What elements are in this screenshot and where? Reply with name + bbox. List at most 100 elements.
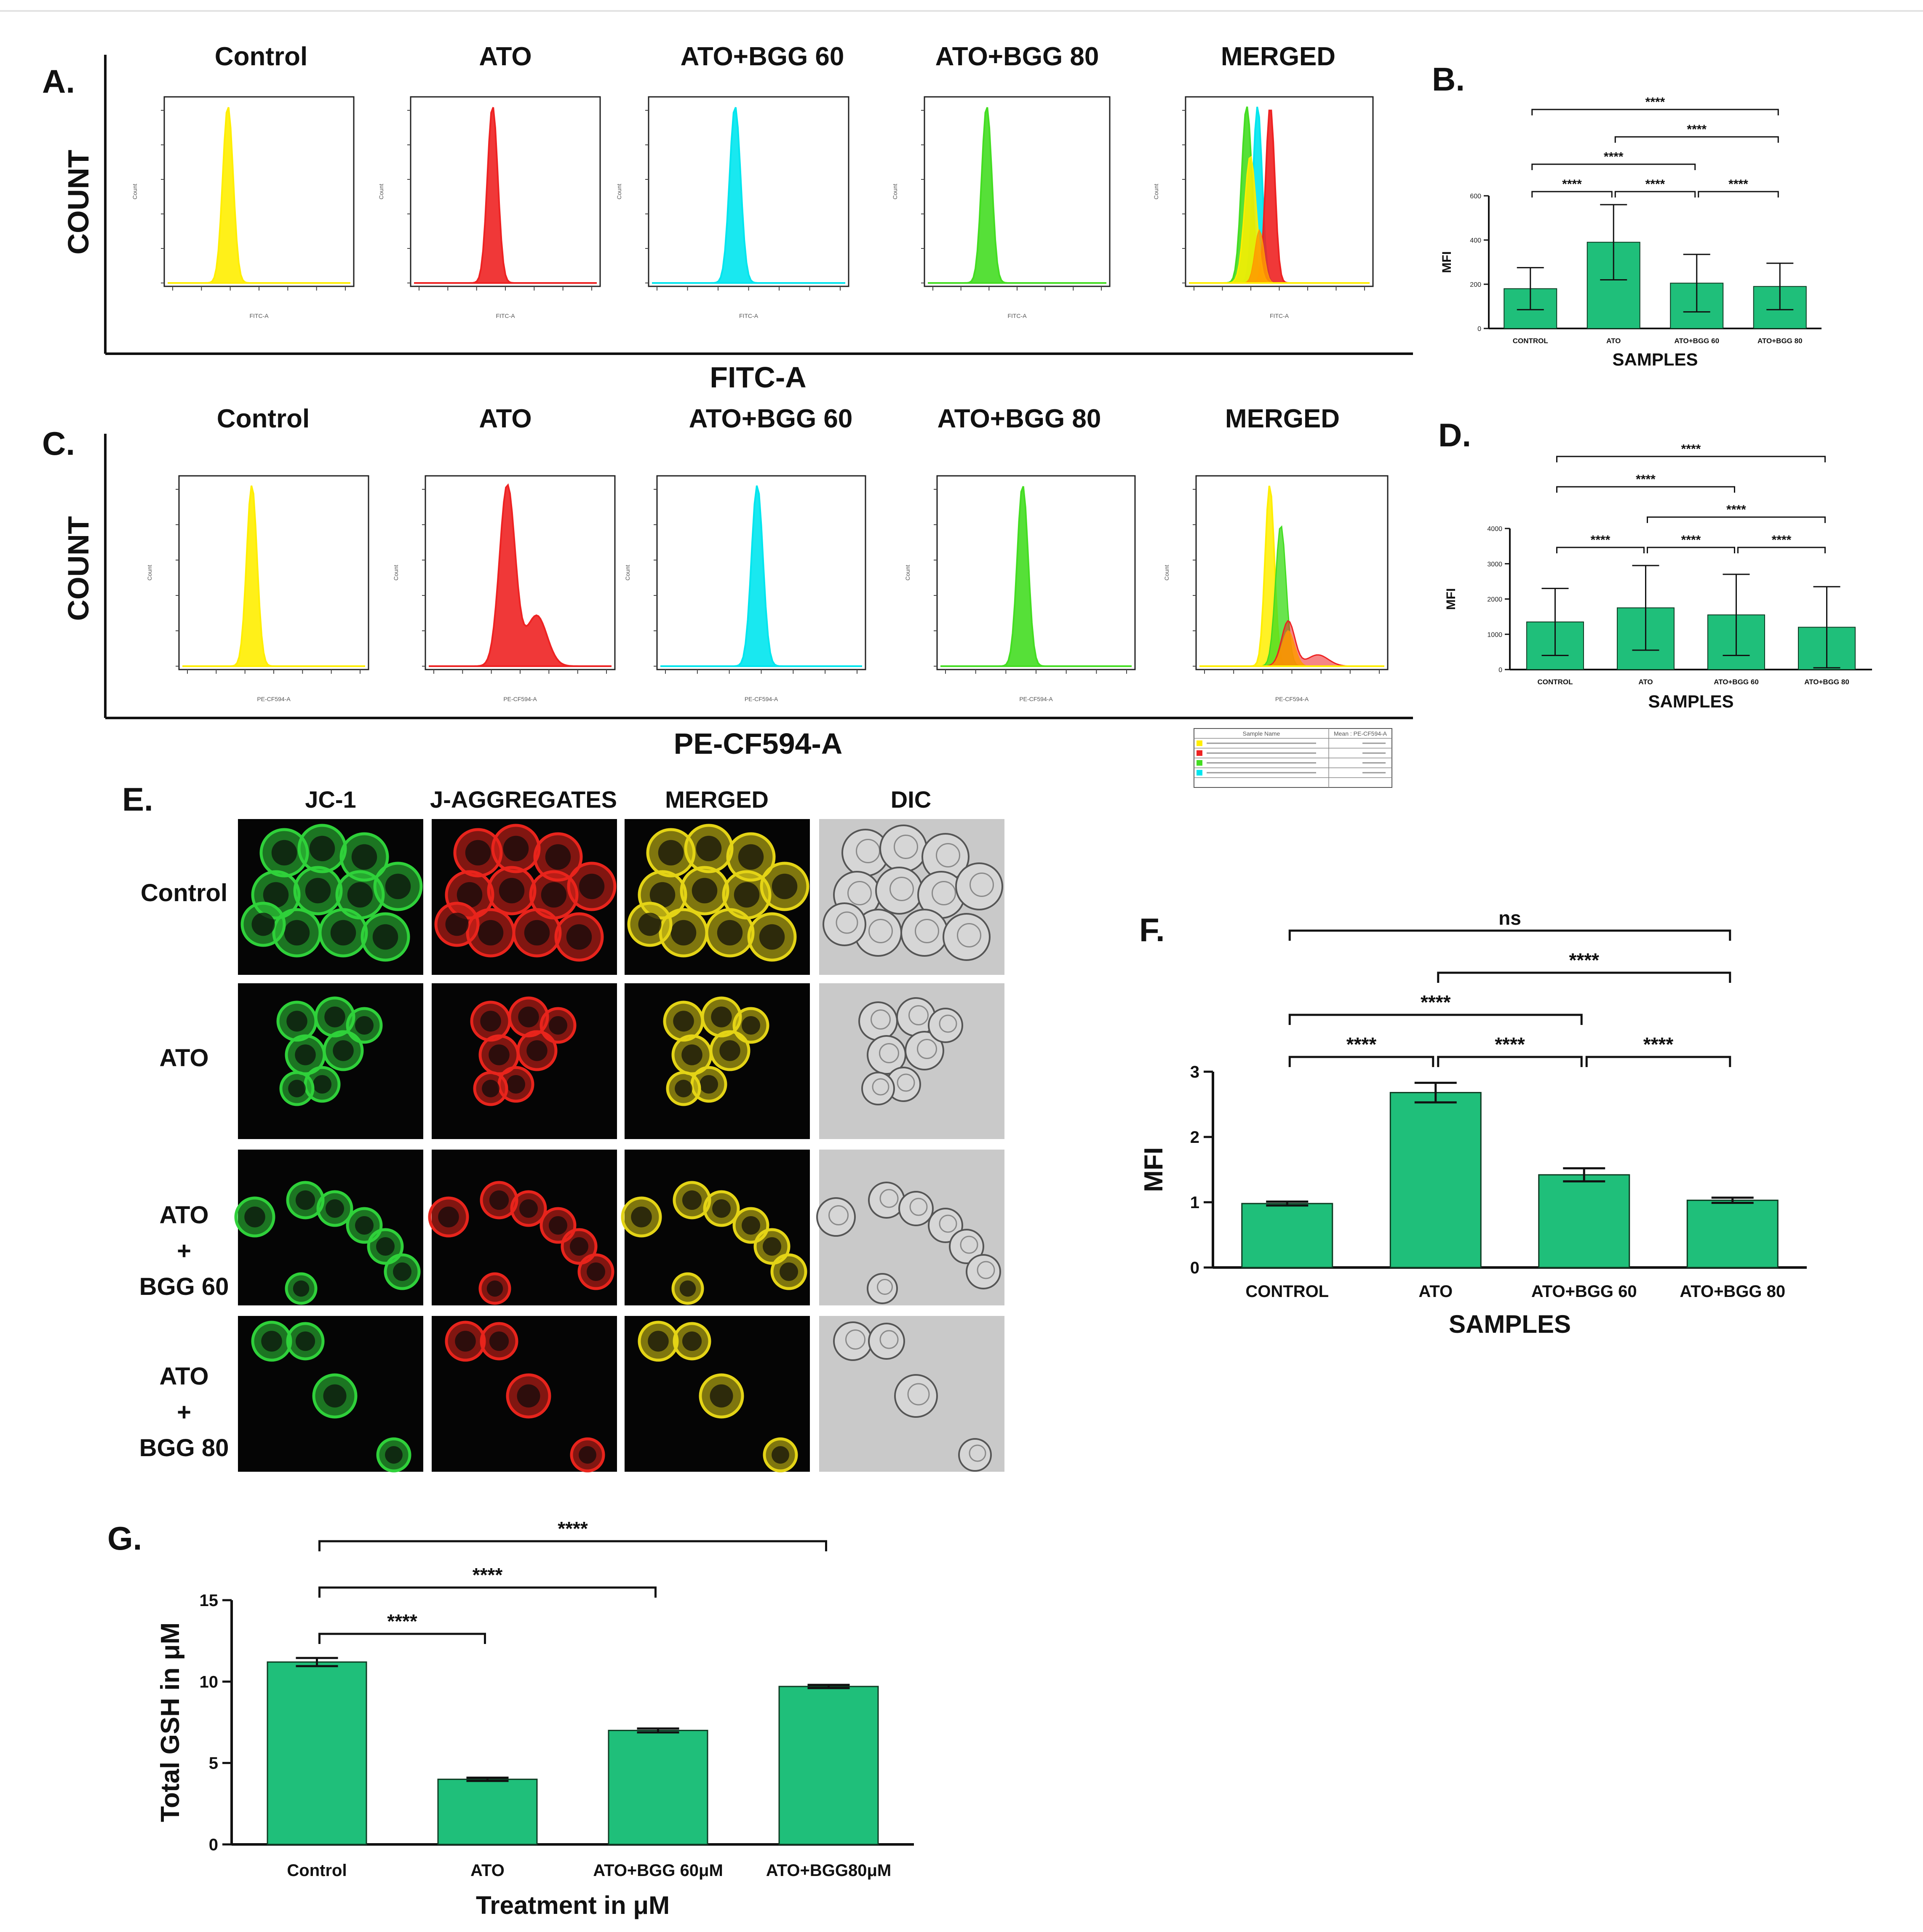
histogram-x-label: PE-CF594-A xyxy=(503,696,537,702)
legend-swatch xyxy=(1197,750,1202,756)
column-header-dic: DIC xyxy=(891,786,931,813)
panel-letter: B. xyxy=(1432,61,1465,98)
histogram-title: ATO+BGG 60 xyxy=(689,404,853,433)
count-axis-label: COUNT xyxy=(62,516,95,621)
histogram-title: MERGED xyxy=(1225,404,1340,433)
row-label-ato-bgg60-line2: + xyxy=(177,1237,191,1265)
bar-ato-bgg-60-m xyxy=(608,1729,708,1845)
y-axis-label: MFI xyxy=(1440,251,1454,273)
legend-header-sample: Sample Name xyxy=(1243,730,1280,737)
y-axis-label: MFI xyxy=(1139,1147,1168,1192)
significance-label: **** xyxy=(558,1518,588,1540)
histogram-x-label: PE-CF594-A xyxy=(257,696,291,702)
histogram-count-label: Count xyxy=(146,565,153,580)
error-bar xyxy=(807,1684,850,1689)
significance-label: **** xyxy=(473,1564,503,1586)
histogram-frame xyxy=(178,475,369,670)
significance-bracket: **** xyxy=(1437,949,1731,983)
micrograph-merged-row1 xyxy=(625,819,810,975)
histogram-x-label: PE-CF594-A xyxy=(1019,696,1053,702)
histogram-ato-bgg-60: ATO+BGG 60 Count FITC-A xyxy=(616,42,849,319)
micrograph-j-aggregates-row3 xyxy=(428,1150,617,1305)
significance-bracket: **** xyxy=(1647,533,1735,553)
legend-swatch xyxy=(1197,770,1202,776)
histogram-frame xyxy=(924,96,1111,287)
histogram-ato: ATO Count FITC-A xyxy=(378,42,601,319)
y-tick-label: 1 xyxy=(1190,1193,1199,1212)
histogram-frame xyxy=(936,475,1136,670)
y-tick-label: 2 xyxy=(1190,1128,1199,1147)
significance-bracket: **** xyxy=(1556,533,1645,553)
significance-bracket: **** xyxy=(1288,1033,1434,1067)
histogram-title: ATO+BGG 80 xyxy=(937,404,1101,433)
panel-letter: D. xyxy=(1438,416,1471,454)
significance-bracket: **** xyxy=(1531,177,1613,197)
micrograph-jc1-row2 xyxy=(238,983,423,1139)
micrograph-j-aggregates-row4 xyxy=(432,1316,617,1473)
error-bar xyxy=(1711,1196,1754,1204)
panel-letter: G. xyxy=(107,1520,142,1557)
panel-letter-a: A. xyxy=(42,63,75,100)
y-axis-label: Total GSH in μM xyxy=(156,1622,185,1822)
histogram-ato-bgg-80: ATO+BGG 80 Count PE-CF594-A xyxy=(904,404,1136,702)
error-bar xyxy=(1266,1200,1309,1207)
error-bar xyxy=(1600,204,1627,280)
histogram-x-label: FITC-A xyxy=(496,312,515,319)
significance-label: **** xyxy=(1772,533,1792,547)
significance-bracket: **** xyxy=(318,1518,827,1551)
histogram-frame xyxy=(648,96,849,287)
micrograph-dic-row2 xyxy=(819,983,1004,1139)
merged-legend-table: Sample Name Mean : PE-CF594-A xyxy=(1194,728,1392,788)
row-label-ato: ATO xyxy=(159,1044,208,1072)
histogram-title: Control xyxy=(217,404,310,433)
bar-ato xyxy=(1389,1092,1482,1268)
column-header-j-aggregates: J-AGGREGATES xyxy=(430,786,617,813)
error-bar xyxy=(296,1657,338,1668)
significance-bracket: **** xyxy=(1614,123,1779,143)
y-tick-label: 0 xyxy=(209,1836,218,1854)
row-label-ato-bgg60-line1: ATO xyxy=(159,1201,208,1229)
error-bar xyxy=(1683,254,1710,313)
significance-label: **** xyxy=(1604,150,1624,164)
error-bar xyxy=(1813,586,1840,669)
histogram-title: ATO xyxy=(479,404,531,433)
significance-bracket: **** xyxy=(1614,177,1696,197)
error-bar xyxy=(1766,262,1794,310)
y-tick-label: 3 xyxy=(1190,1063,1199,1081)
category-label: ATO xyxy=(1638,678,1653,686)
y-tick-label: 3000 xyxy=(1487,561,1502,568)
significance-label: **** xyxy=(1728,177,1748,191)
x-axis-label: SAMPLES xyxy=(1648,691,1733,711)
significance-bracket: **** xyxy=(1437,1033,1583,1067)
histogram-axis-title: FITC-A xyxy=(710,361,806,394)
micrograph-merged-row4 xyxy=(625,1316,810,1473)
category-label: ATO xyxy=(1418,1282,1453,1301)
category-label: ATO xyxy=(470,1861,505,1880)
y-tick-label: 0 xyxy=(1190,1259,1199,1277)
chart-g-total-gsh: G. 0 5 10 15 Control ATO ATO+BGG 60μM ATO+BGG80μ… xyxy=(107,1518,914,1919)
row-label-control: Control xyxy=(141,879,227,907)
significance-bracket: **** xyxy=(1698,177,1779,197)
significance-bracket: **** xyxy=(318,1564,657,1598)
significance-bracket: ns xyxy=(1288,907,1731,941)
significance-label: **** xyxy=(1636,472,1656,486)
histogram-count-label: Count xyxy=(624,565,631,580)
pe-cf594-histogram-panel: C.COUNTPE-CF594-AControlCountPE-CF594-AA… xyxy=(42,404,1413,788)
micrograph-j-aggregates-row2 xyxy=(432,983,617,1139)
error-bar xyxy=(1632,565,1659,651)
category-label: ATO+BGG 60 xyxy=(1531,1282,1637,1301)
micrograph-dic-row4 xyxy=(819,1316,1004,1472)
histogram-count-label: Count xyxy=(904,565,911,580)
y-tick-label: 10 xyxy=(200,1673,219,1691)
chart-d-mfi-pe: D. 0 1000 2000 3000 4000 CONTROL ATO ATO+BGG 60 A… xyxy=(1438,416,1872,711)
histogram-title: ATO+BGG 80 xyxy=(935,42,1099,71)
y-tick-label: 600 xyxy=(1470,193,1481,200)
error-bar xyxy=(1414,1081,1457,1104)
merged-overlap-trace xyxy=(1199,630,1384,666)
histogram-merged: MERGED Count PE-CF594-A xyxy=(1163,404,1389,702)
legend-swatch xyxy=(1197,740,1202,746)
histogram-axis-title: PE-CF594-A xyxy=(674,727,843,760)
histogram-ato-bgg-60: ATO+BGG 60 Count PE-CF594-A xyxy=(624,404,866,702)
significance-label: **** xyxy=(1346,1033,1377,1055)
category-label: ATO xyxy=(1606,337,1621,345)
